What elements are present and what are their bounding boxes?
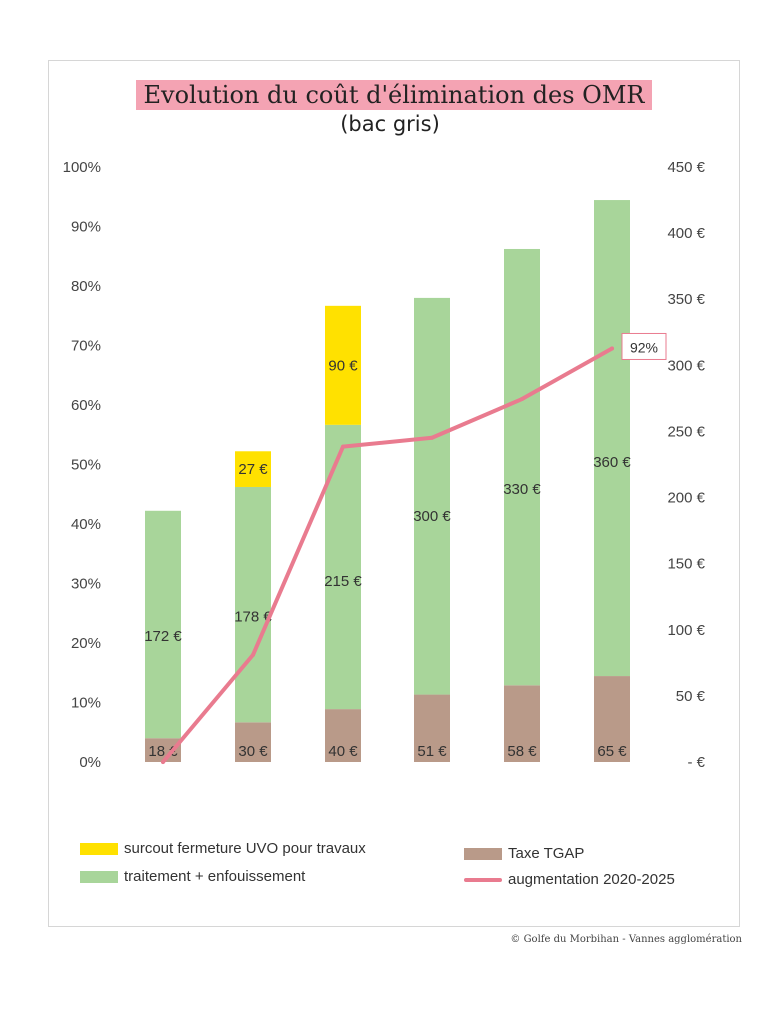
data-label-tgap: 65 € xyxy=(597,743,627,760)
augmentation-end-label-box xyxy=(621,332,667,360)
y-right-tick-label: 250 € xyxy=(667,423,705,440)
y-left-tick-label: 90% xyxy=(71,219,101,236)
legend-item-augmentation: augmentation 2020-2025 xyxy=(464,871,675,888)
legend-swatch-traitement xyxy=(80,870,118,883)
augmentation-point xyxy=(610,346,614,351)
bar-traitement xyxy=(504,248,540,686)
data-label-traitement: 178 € xyxy=(234,608,272,625)
chart-title: Evolution du coût d'élimination des OMR xyxy=(143,81,645,109)
augmentation-point xyxy=(430,435,434,440)
chart-frame xyxy=(48,60,740,927)
legend-label-traitement: traitement + enfouissement xyxy=(124,868,306,885)
y-right-tick-label: 300 € xyxy=(667,357,705,374)
data-label-traitement: 172 € xyxy=(144,628,182,645)
y-right-tick-label: 50 € xyxy=(676,688,706,705)
legend-label-tgap: Taxe TGAP xyxy=(508,845,585,862)
data-label-traitement: 300 € xyxy=(413,508,451,525)
bar-surcout xyxy=(325,305,361,425)
bar-tgap xyxy=(235,722,271,762)
bar-traitement xyxy=(145,510,181,739)
legend-item-traitement: traitement + enfouissement xyxy=(80,868,305,885)
y-left-tick-label: 30% xyxy=(71,576,101,593)
data-label-tgap: 40 € xyxy=(328,743,358,760)
bar-tgap xyxy=(414,694,450,762)
augmentation-point xyxy=(251,652,255,657)
credit-text: © Golfe du Morbihan - Vannes agglomérati… xyxy=(510,934,742,945)
y-right-tick-label: 450 € xyxy=(667,159,705,176)
data-label-tgap: 58 € xyxy=(507,743,537,760)
title-highlight xyxy=(136,80,652,110)
y-left-tick-label: 0% xyxy=(79,754,101,771)
y-left-tick-label: 80% xyxy=(71,278,101,295)
bar-traitement xyxy=(414,297,450,695)
augmentation-point xyxy=(341,444,345,449)
augmentation-end-label: 92% xyxy=(630,339,658,355)
chart-subtitle: (bac gris) xyxy=(340,112,440,136)
y-right-tick-label: 350 € xyxy=(667,291,705,308)
augmentation-point xyxy=(520,397,524,402)
augmentation-point xyxy=(161,760,165,764)
y-right-tick-label: 200 € xyxy=(667,490,705,507)
data-label-surcout: 27 € xyxy=(238,461,268,478)
y-left-tick-label: 20% xyxy=(71,635,101,652)
data-label-traitement: 360 € xyxy=(593,454,631,471)
data-label-tgap: 51 € xyxy=(417,743,447,760)
bar-surcout xyxy=(235,451,271,487)
data-label-surcout: 90 € xyxy=(328,357,358,374)
y-left-tick-label: 70% xyxy=(71,338,101,355)
bar-tgap xyxy=(145,738,181,762)
y-left-tick-label: 40% xyxy=(71,516,101,533)
y-right-tick-label: 150 € xyxy=(667,556,705,573)
legend-label-augmentation: augmentation 2020-2025 xyxy=(508,871,675,888)
legend-swatch-tgap xyxy=(464,847,502,860)
augmentation-line xyxy=(161,346,614,764)
data-label-tgap: 30 € xyxy=(238,743,268,760)
y-left-tick-label: 10% xyxy=(71,695,101,712)
bar-traitement xyxy=(325,424,361,710)
y-right-tick-label: - € xyxy=(687,754,705,771)
y-right-tick-label: 100 € xyxy=(667,622,705,639)
legend-swatch-augmentation xyxy=(464,877,502,882)
legend-label-surcout: surcout fermeture UVO pour travaux xyxy=(124,840,366,857)
legend-swatch-surcout xyxy=(80,842,118,855)
y-left-tick-label: 100% xyxy=(63,159,101,176)
bar-tgap xyxy=(594,676,630,762)
y-left-tick-label: 60% xyxy=(71,397,101,414)
bar-tgap xyxy=(504,685,540,762)
bar-traitement xyxy=(235,486,271,723)
data-label-traitement: 330 € xyxy=(503,481,541,498)
legend-item-tgap: Taxe TGAP xyxy=(464,845,584,862)
legend-item-surcout: surcout fermeture UVO pour travaux xyxy=(80,840,366,857)
y-right-tick-label: 400 € xyxy=(667,225,705,242)
bar-traitement xyxy=(594,200,630,677)
bar-tgap xyxy=(325,709,361,762)
data-label-traitement: 215 € xyxy=(324,573,362,590)
y-left-tick-label: 50% xyxy=(71,457,101,474)
